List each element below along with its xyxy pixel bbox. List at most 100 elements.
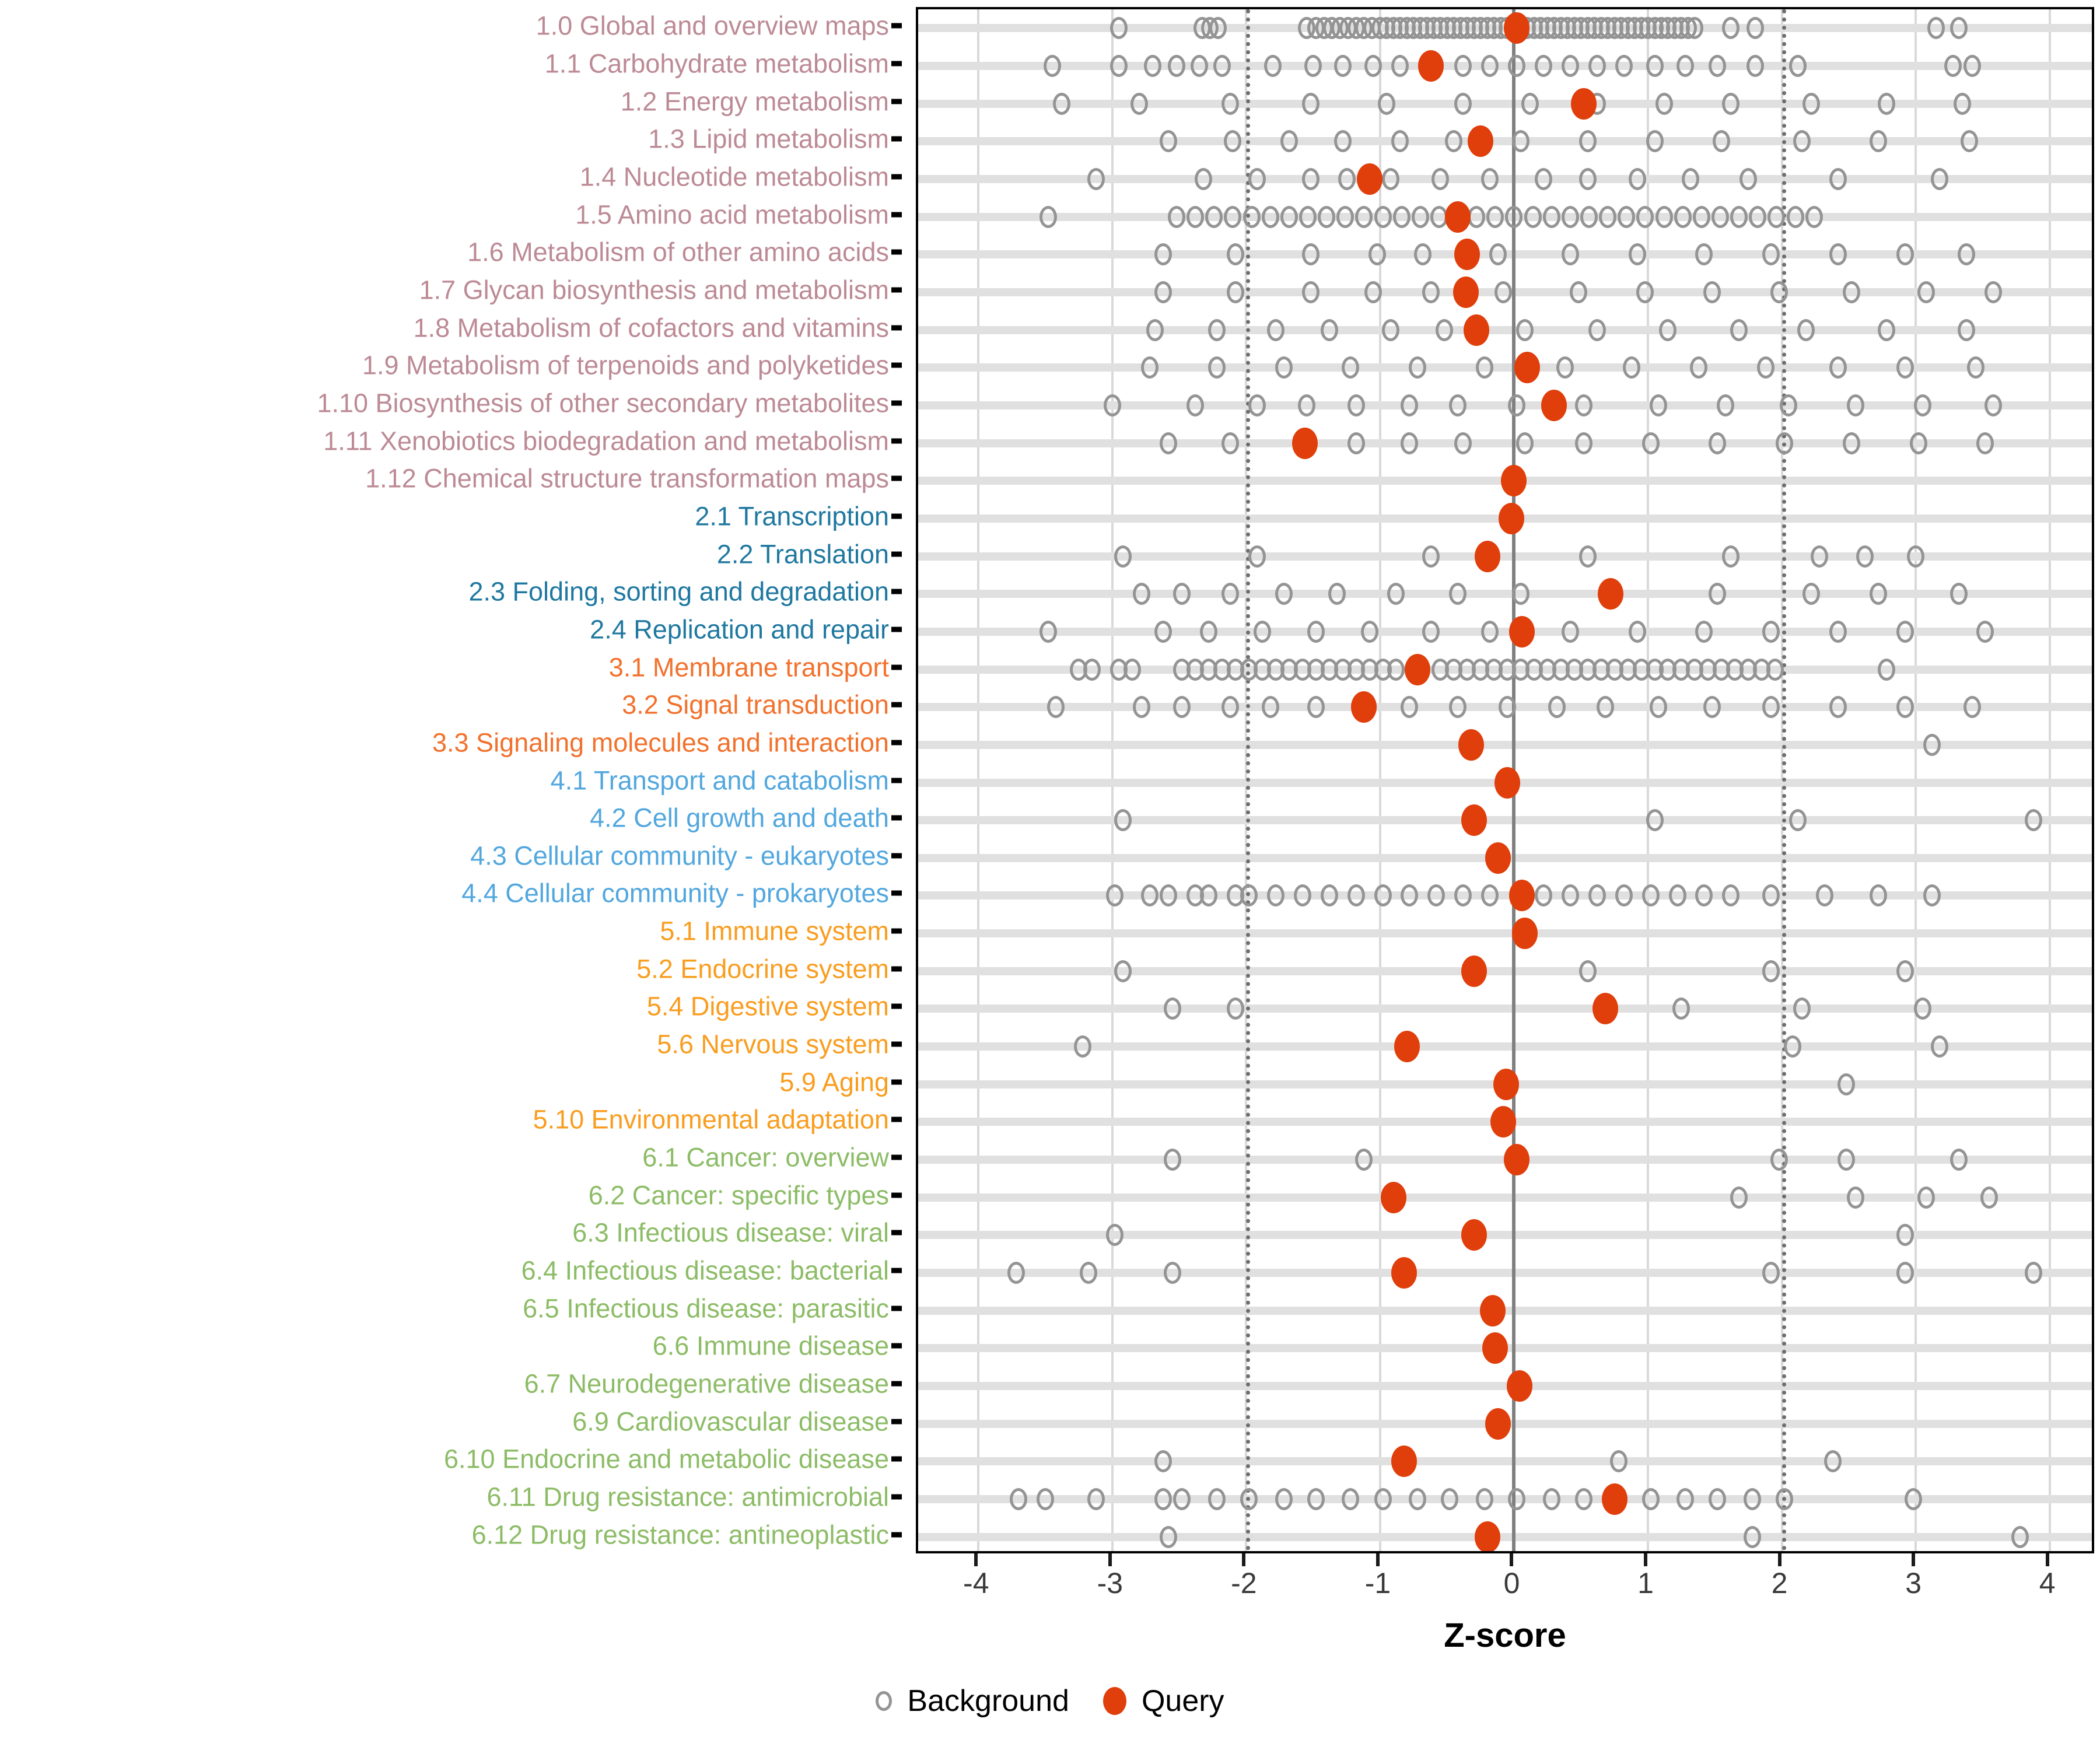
query-point[interactable] [1292,427,1318,459]
query-point[interactable] [1405,653,1431,685]
y-axis-label[interactable]: 3.1 Membrane transport [608,652,889,682]
query-point[interactable] [1452,276,1479,308]
background-point [1744,1525,1762,1548]
y-axis-label[interactable]: 6.5 Infectious disease: parasitic [523,1293,889,1324]
y-axis-tick [891,1003,902,1009]
query-point[interactable] [1597,578,1623,610]
y-axis-label[interactable]: 1.0 Global and overview maps [536,10,889,41]
y-axis-label[interactable]: 2.4 Replication and repair [590,614,889,645]
y-axis-label[interactable]: 5.4 Digestive system [646,991,889,1021]
y-axis-label[interactable]: 6.4 Infectious disease: bacterial [521,1255,889,1286]
query-point[interactable] [1479,1294,1506,1326]
query-point[interactable] [1464,314,1490,346]
y-axis-label[interactable]: 1.11 Xenobiotics biodegradation and meta… [323,426,889,456]
y-axis-label[interactable]: 1.10 Biosynthesis of other secondary met… [317,388,889,418]
y-axis-label[interactable]: 6.11 Drug resistance: antimicrobial [487,1482,889,1512]
query-point[interactable] [1504,12,1530,44]
query-point[interactable] [1485,842,1511,874]
background-point [1307,696,1325,719]
query-point[interactable] [1454,239,1480,271]
background-point [1261,205,1279,228]
background-point [1746,17,1764,40]
query-point[interactable] [1514,352,1541,384]
y-axis-label[interactable]: 6.6 Immune disease [652,1331,889,1361]
query-point[interactable] [1541,389,1567,421]
query-point[interactable] [1504,1144,1530,1176]
y-axis-label[interactable]: 6.12 Drug resistance: antineoplastic [471,1520,889,1550]
query-point[interactable] [1509,615,1535,648]
query-point[interactable] [1461,1219,1487,1251]
query-point[interactable] [1380,1181,1406,1213]
y-axis-label[interactable]: 1.8 Metabolism of cofactors and vitamins [413,313,889,343]
y-axis-label[interactable]: 1.2 Energy metabolism [620,86,889,117]
y-axis-label[interactable]: 3.3 Signaling molecules and interaction [432,727,889,758]
background-point [1293,884,1311,907]
query-point[interactable] [1601,1483,1628,1515]
y-axis-label[interactable]: 6.3 Infectious disease: viral [572,1217,889,1248]
background-point [1676,54,1695,77]
query-point[interactable] [1458,729,1485,761]
query-point[interactable] [1592,993,1618,1025]
y-axis-label[interactable]: 4.2 Cell growth and death [590,803,889,833]
query-point[interactable] [1509,880,1535,912]
query-point[interactable] [1493,1068,1519,1100]
y-axis-label[interactable]: 6.1 Cancer: overview [642,1142,889,1172]
query-point[interactable] [1391,1257,1418,1289]
query-point[interactable] [1485,1408,1511,1440]
y-axis-label[interactable]: 1.4 Nucleotide metabolism [579,162,889,192]
y-axis-label[interactable]: 6.2 Cancer: specific types [588,1180,889,1210]
y-axis-label[interactable]: 1.1 Carbohydrate metabolism [544,48,889,79]
y-axis-tick [891,890,902,896]
y-axis-label[interactable]: 4.4 Cellular community - prokaryotes [461,878,889,908]
query-point[interactable] [1418,50,1444,82]
query-point[interactable] [1461,804,1487,836]
y-axis-label[interactable]: 6.10 Endocrine and metabolic disease [443,1444,889,1474]
background-point [1481,54,1499,77]
background-point [1106,1224,1124,1247]
y-axis-label[interactable]: 5.10 Environmental adaptation [533,1104,889,1135]
query-point[interactable] [1506,1370,1532,1402]
y-axis-label[interactable]: 1.6 Metabolism of other amino acids [467,237,889,267]
y-axis-label[interactable]: 1.3 Lipid metabolism [648,124,889,154]
query-point[interactable] [1394,1031,1420,1063]
y-axis-label[interactable]: 2.1 Transcription [695,501,889,531]
query-point[interactable] [1351,691,1377,723]
y-axis-label[interactable]: 2.2 Translation [716,539,889,569]
query-point[interactable] [1445,201,1471,233]
y-axis-label[interactable]: 4.3 Cellular community - eukaryotes [470,841,889,871]
y-axis-label[interactable]: 5.6 Nervous system [657,1029,889,1059]
query-point[interactable] [1498,502,1524,534]
query-point[interactable] [1391,1446,1418,1478]
y-axis-label[interactable]: 5.1 Immune system [660,916,889,946]
y-axis-label[interactable]: 4.1 Transport and catabolism [550,765,889,795]
y-axis-label[interactable]: 1.5 Amino acid metabolism [575,200,889,230]
y-axis-label[interactable]: 1.7 Glycan biosynthesis and metabolism [419,275,889,305]
query-point[interactable] [1490,1106,1517,1138]
y-axis-label[interactable]: 5.2 Endocrine system [636,954,889,984]
query-point[interactable] [1570,88,1597,120]
query-point[interactable] [1482,1332,1508,1364]
y-axis-label[interactable]: 2.3 Folding, sorting and degradation [468,576,889,607]
y-axis-label[interactable]: 1.9 Metabolism of terpenoids and polyket… [362,350,889,380]
background-point [1877,92,1895,115]
row-guideline [918,590,2092,598]
legend-item-background[interactable]: Background [876,1686,1069,1716]
query-point[interactable] [1474,540,1500,572]
y-axis-label[interactable]: 6.9 Cardiovascular disease [572,1406,889,1437]
query-point[interactable] [1356,163,1382,195]
y-axis-label[interactable]: 1.12 Chemical structure transformation m… [365,463,889,494]
query-point[interactable] [1461,955,1487,987]
background-point [1642,432,1660,454]
y-axis-label[interactable]: 3.2 Signal transduction [622,690,889,720]
background-point [1114,960,1132,982]
query-point[interactable] [1468,125,1494,158]
y-axis-label[interactable]: 6.7 Neurodegenerative disease [524,1368,889,1399]
query-point[interactable] [1474,1521,1500,1551]
background-point [1730,318,1748,341]
legend-item-query[interactable]: Query [1102,1686,1224,1716]
query-point[interactable] [1501,465,1527,497]
background-point [1130,92,1148,115]
query-point[interactable] [1511,918,1538,950]
query-point[interactable] [1494,766,1520,799]
y-axis-label[interactable]: 5.9 Aging [779,1067,889,1097]
